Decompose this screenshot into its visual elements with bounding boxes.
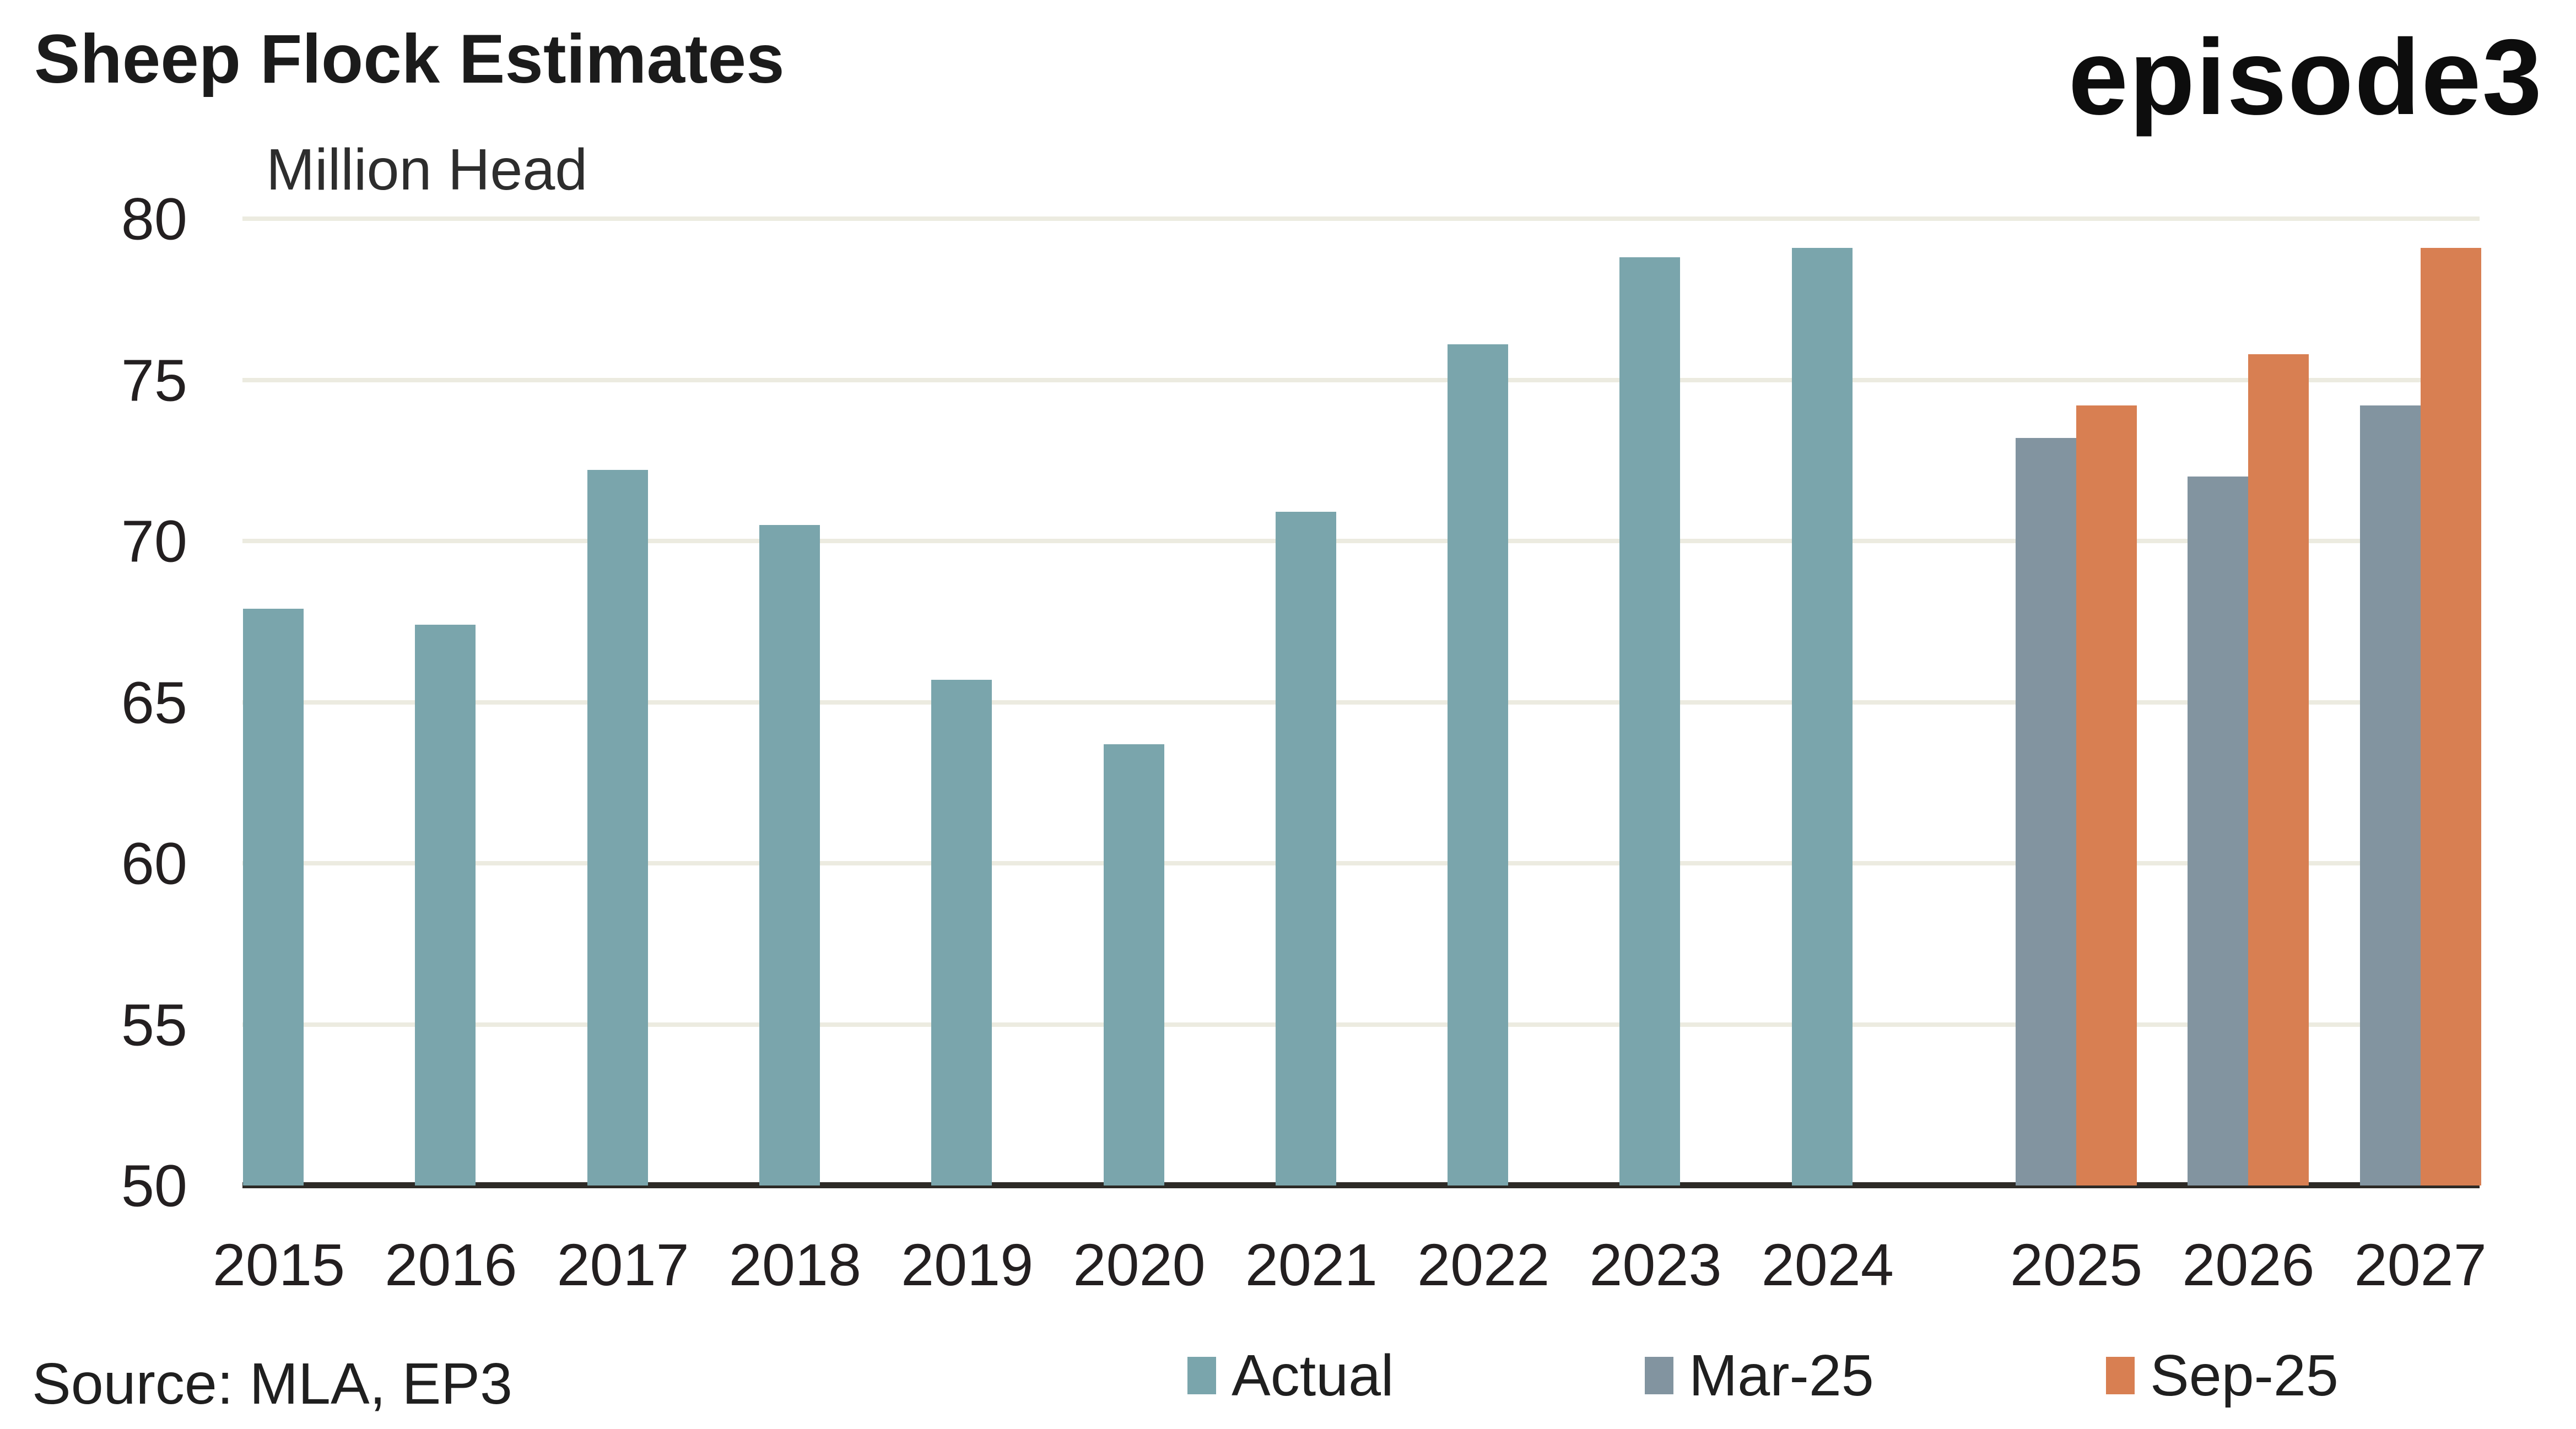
gridline-70 <box>242 539 2480 543</box>
bar-sep-25-2025 <box>2076 405 2137 1186</box>
y-tick-label-70: 70 <box>121 507 187 575</box>
gridline-75 <box>242 377 2480 382</box>
legend-swatch-actual <box>1187 1357 1216 1394</box>
bar-actual-2018 <box>759 524 820 1186</box>
y-tick-label-75: 75 <box>121 347 187 413</box>
bar-actual-2020 <box>1103 744 1164 1186</box>
x-tick-label-2015: 2015 <box>212 1231 345 1298</box>
bar-mar-25-2025 <box>2016 437 2077 1186</box>
plot-area <box>242 216 2481 1188</box>
legend: Actual Mar-25 Sep-25 <box>0 1343 2576 1408</box>
y-tick-label-60: 60 <box>121 830 187 897</box>
gridline-55 <box>242 1022 2480 1027</box>
y-tick-label-55: 55 <box>121 991 187 1058</box>
source-note: Source: MLA, EP3 <box>32 1351 512 1416</box>
x-tick-label-2020: 2020 <box>1073 1231 1206 1298</box>
legend-item-actual: Actual <box>1187 1343 1394 1408</box>
bar-actual-2021 <box>1275 512 1336 1186</box>
bar-actual-2019 <box>931 679 992 1186</box>
x-tick-label-2017: 2017 <box>557 1231 689 1298</box>
x-axis-line <box>242 1182 2480 1188</box>
x-tick-label-2024: 2024 <box>1761 1231 1894 1298</box>
x-tick-label-2019: 2019 <box>901 1231 1034 1298</box>
bar-actual-2016 <box>415 625 476 1186</box>
legend-label-actual: Actual <box>1232 1343 1394 1408</box>
legend-swatch-mar-25 <box>1645 1357 1673 1394</box>
bar-actual-2017 <box>587 470 648 1186</box>
x-tick-label-2016: 2016 <box>385 1231 517 1298</box>
x-tick-label-2018: 2018 <box>728 1231 862 1298</box>
legend-item-sep-25: Sep-25 <box>2106 1343 2339 1408</box>
legend-label-mar-25: Mar-25 <box>1689 1343 1874 1408</box>
y-tick-label-80: 80 <box>121 185 187 252</box>
gridline-80 <box>242 216 2480 221</box>
y-axis: 50 55 60 65 70 75 80 <box>0 0 187 1429</box>
x-tick-label-2022: 2022 <box>1417 1231 1550 1298</box>
y-tick-label-50: 50 <box>121 1152 187 1219</box>
gridline-65 <box>242 700 2480 705</box>
x-tick-label-2025: 2025 <box>2010 1231 2143 1298</box>
bar-actual-2023 <box>1619 257 1681 1186</box>
gridline-60 <box>242 861 2480 865</box>
bar-mar-25-2027 <box>2359 405 2421 1186</box>
bar-sep-25-2026 <box>2248 354 2309 1186</box>
chart-title: Sheep Flock Estimates <box>34 21 785 98</box>
bar-actual-2024 <box>1791 247 1853 1186</box>
legend-label-sep-25: Sep-25 <box>2150 1343 2339 1408</box>
bar-mar-25-2026 <box>2188 477 2249 1186</box>
x-axis: 2015 2016 2017 2018 2019 2020 2021 2022 2023 2024… <box>213 1230 2487 1302</box>
bar-actual-2015 <box>243 608 304 1186</box>
x-tick-label-2026: 2026 <box>2182 1231 2315 1298</box>
y-axis-units-label: Million Head <box>266 137 588 202</box>
x-tick-label-2021: 2021 <box>1245 1231 1378 1298</box>
legend-item-mar-25: Mar-25 <box>1645 1343 1874 1408</box>
x-tick-label-2027: 2027 <box>2354 1231 2487 1298</box>
episode3-logo: episode3 <box>2068 17 2543 137</box>
x-tick-label-2023: 2023 <box>1589 1231 1722 1298</box>
bar-sep-25-2027 <box>2420 247 2481 1186</box>
y-tick-label-65: 65 <box>121 669 187 735</box>
legend-swatch-sep-25 <box>2106 1357 2135 1394</box>
bar-actual-2022 <box>1448 344 1509 1186</box>
